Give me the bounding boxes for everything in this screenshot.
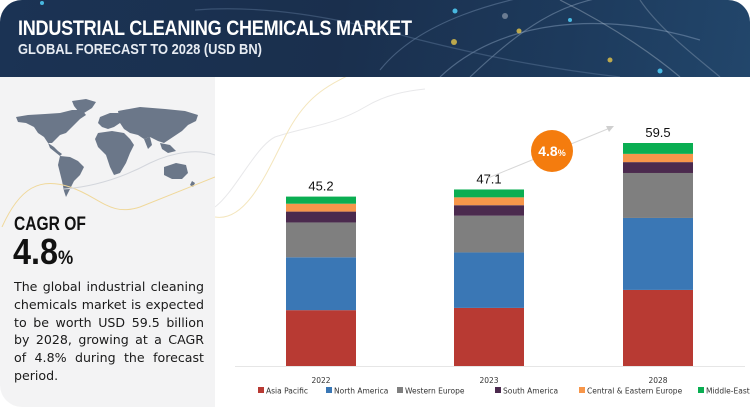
bar-segment-2023-south-america bbox=[454, 205, 524, 216]
legend-item-western-europe: Western Europe bbox=[397, 387, 465, 396]
bar-segment-2023-central-eastern-europe bbox=[454, 197, 524, 206]
legend-item-asia-pacific: Asia Pacific bbox=[258, 387, 308, 396]
bar-segment-2022-middle-east-africa bbox=[286, 196, 356, 204]
legend-item-south-america: South America bbox=[495, 387, 558, 396]
legend-label: Western Europe bbox=[405, 387, 465, 396]
bar-segment-2023-western-europe bbox=[454, 215, 524, 253]
legend-label: Middle-East Africa bbox=[706, 387, 750, 396]
trend-arrowhead-icon bbox=[606, 126, 614, 132]
x-tick-label-2023: 2023 bbox=[479, 376, 498, 385]
bar-segment-2028-north-america bbox=[623, 217, 693, 290]
bar-segment-2028-western-europe bbox=[623, 172, 693, 218]
total-label-2022: 45.2 bbox=[308, 179, 333, 194]
cagr-value: 4.8% bbox=[13, 231, 73, 273]
bar-segment-2028-south-america bbox=[623, 162, 693, 173]
bar-segment-2023-north-america bbox=[454, 252, 524, 308]
header-banner: INDUSTRIAL CLEANING CHEMICALS MARKET GLO… bbox=[0, 0, 750, 77]
bar-segment-2022-north-america bbox=[286, 257, 356, 311]
bar-segment-2028-central-eastern-europe bbox=[623, 153, 693, 163]
legend-item-north-america: North America bbox=[326, 387, 388, 396]
decorative-curve bbox=[215, 77, 347, 218]
bar-segment-2022-south-america bbox=[286, 211, 356, 223]
page-title: INDUSTRIAL CLEANING CHEMICALS MARKET bbox=[18, 17, 412, 40]
stacked-bar-chart: 45.2 47.159.5 2022 2023 2028 4.8% Asia Paci… bbox=[215, 77, 750, 396]
cagr-percent-sign: % bbox=[58, 248, 74, 269]
legend-swatch bbox=[579, 387, 585, 393]
world-map-icon bbox=[1, 99, 215, 227]
bar-segment-2028-asia-pacific bbox=[623, 289, 693, 366]
bar-segment-2022-western-europe bbox=[286, 222, 356, 258]
legend-swatch bbox=[326, 387, 332, 393]
cagr-badge-text: 4.8% bbox=[538, 143, 565, 159]
total-label-2028: 59.5 bbox=[645, 125, 670, 140]
legend-label: South America bbox=[503, 387, 558, 396]
cagr-label: CAGR OF bbox=[14, 214, 86, 235]
bar-segment-2022-central-eastern-europe bbox=[286, 203, 356, 212]
page-subtitle: GLOBAL FORECAST TO 2028 (USD BN) bbox=[18, 41, 262, 58]
bar-segment-2023-asia-pacific bbox=[454, 307, 524, 366]
x-tick-label-2028: 2028 bbox=[648, 376, 667, 385]
market-description: The global industrial cleaning chemicals… bbox=[14, 279, 204, 383]
bar-segment-2022-asia-pacific bbox=[286, 310, 356, 366]
cagr-number: 4.8 bbox=[13, 231, 59, 272]
x-tick-label-2022: 2022 bbox=[311, 376, 330, 385]
legend-swatch bbox=[495, 387, 501, 393]
legend-swatch bbox=[397, 387, 403, 393]
cagr-badge bbox=[531, 130, 573, 172]
bar-segment-2028-middle-east-africa bbox=[623, 143, 693, 154]
legend-swatch bbox=[698, 387, 704, 393]
legend-swatch bbox=[258, 387, 264, 393]
header-background-decoration bbox=[40, 0, 721, 77]
legend-label: Central & Eastern Europe bbox=[587, 387, 683, 396]
legend-item-middle-east-africa: Middle-East Africa bbox=[698, 387, 750, 396]
cagr-badge-number: 4.8 bbox=[538, 143, 558, 159]
bar-segment-2023-middle-east-africa bbox=[454, 189, 524, 198]
cagr-arrow: 4.8% bbox=[487, 126, 614, 179]
legend-item-central-eastern-europe: Central & Eastern Europe bbox=[579, 387, 683, 396]
cagr-badge-percent: % bbox=[558, 148, 566, 158]
legend-label: Asia Pacific bbox=[266, 387, 308, 396]
summary-panel: CAGR OF 4.8% The global industrial clean… bbox=[0, 77, 215, 407]
legend-label: North America bbox=[334, 387, 388, 396]
decorative-curve bbox=[215, 88, 426, 208]
